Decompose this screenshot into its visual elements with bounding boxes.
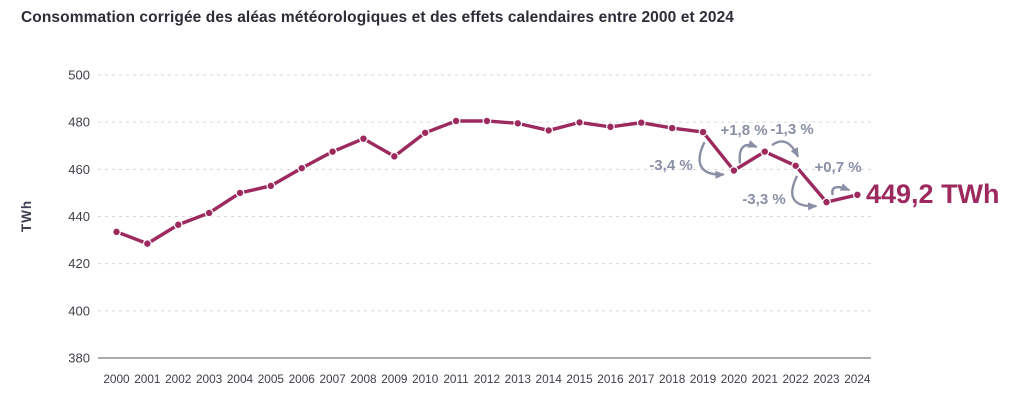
y-tick-label: 480 <box>68 115 90 130</box>
x-tick-label: 2011 <box>443 372 468 386</box>
annotation-label: +1,8 % <box>720 122 767 139</box>
data-point <box>606 122 615 132</box>
data-point <box>698 127 708 137</box>
data-point <box>513 118 523 128</box>
y-axis-title: TWh <box>19 200 34 232</box>
y-tick-label: 440 <box>68 209 90 224</box>
y-tick-label: 400 <box>68 303 90 318</box>
x-tick-label: 2021 <box>752 372 778 386</box>
x-tick-label: 2023 <box>813 372 840 386</box>
annotation-label: -3,4 % <box>649 157 692 174</box>
annotation-label: +0,7 % <box>814 159 861 176</box>
y-tick-label: 460 <box>68 162 90 177</box>
data-point <box>235 188 245 198</box>
data-point <box>359 134 368 144</box>
data-point <box>575 118 584 127</box>
data-point <box>389 151 399 161</box>
x-tick-label: 2015 <box>566 372 593 386</box>
annotation-arrow <box>771 140 799 158</box>
data-point <box>482 116 492 126</box>
x-tick-label: 2014 <box>536 372 563 386</box>
data-point <box>451 116 461 126</box>
y-tick-label: 380 <box>68 351 90 366</box>
data-point <box>328 147 337 157</box>
final-value-label: 449,2 TWh <box>866 179 1000 209</box>
x-tick-label: 2013 <box>505 372 532 386</box>
annotation-arrow <box>698 141 725 179</box>
x-tick-label: 2012 <box>474 372 500 386</box>
x-tick-label: 2002 <box>165 372 191 386</box>
y-tick-label: 420 <box>68 256 90 271</box>
data-point <box>142 239 152 249</box>
x-tick-label: 2007 <box>319 372 345 386</box>
data-point <box>544 126 554 135</box>
annotation-label: -3,3 % <box>742 191 785 208</box>
x-tick-label: 2019 <box>690 372 716 386</box>
data-point <box>852 190 862 200</box>
x-tick-label: 2003 <box>196 372 223 386</box>
annotation-arrow <box>738 140 758 164</box>
data-point <box>266 181 276 191</box>
consumption-line <box>114 119 860 246</box>
x-tick-label: 2017 <box>628 372 654 386</box>
x-tick-label: 2001 <box>134 372 160 386</box>
x-tick-label: 2005 <box>258 372 285 386</box>
annotation-arrow <box>791 175 818 211</box>
x-tick-label: 2024 <box>844 372 871 386</box>
x-tick-label: 2022 <box>783 372 809 386</box>
data-point <box>822 197 831 207</box>
x-tick-label: 2018 <box>659 372 686 386</box>
y-tick-label: 500 <box>68 68 90 83</box>
data-point <box>667 123 677 133</box>
annotation-arrow <box>831 183 851 196</box>
x-tick-label: 2010 <box>412 372 439 386</box>
x-tick-label: 2020 <box>721 372 748 386</box>
x-tick-label: 2004 <box>227 372 254 386</box>
data-point <box>173 220 183 230</box>
annotation-label: -1,3 % <box>770 121 813 138</box>
x-tick-label: 2016 <box>597 372 624 386</box>
x-tick-label: 2006 <box>289 372 316 386</box>
data-point <box>760 147 770 157</box>
data-point <box>204 208 214 218</box>
x-tick-label: 2008 <box>350 372 377 386</box>
data-point <box>297 163 307 173</box>
x-tick-label: 2009 <box>381 372 407 386</box>
data-point <box>729 166 739 175</box>
data-point <box>636 118 646 128</box>
data-point <box>112 227 121 237</box>
chart-title: Consommation corrigée des aléas météorol… <box>21 9 735 26</box>
data-point <box>420 128 430 138</box>
x-tick-label: 2000 <box>103 372 130 386</box>
data-point <box>791 161 801 171</box>
